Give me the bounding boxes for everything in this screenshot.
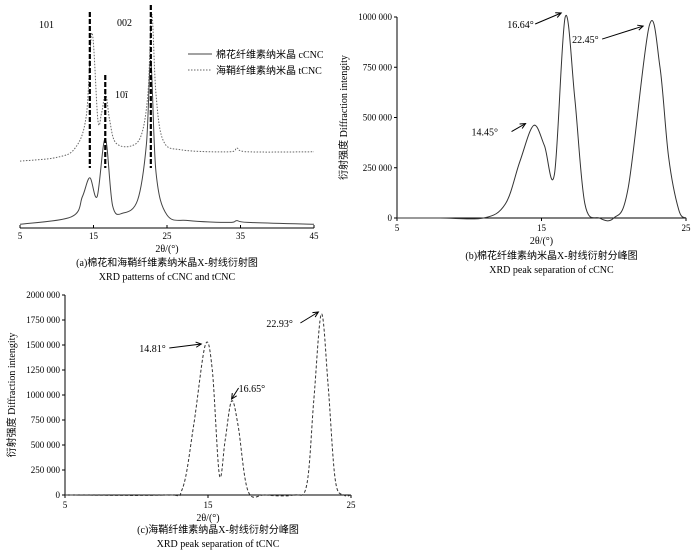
c-y-tick-label: 2000 000	[26, 290, 60, 300]
a-series-line-0	[19, 60, 315, 225]
b-peak-label: 14.45°	[472, 128, 499, 139]
c-y-tick-label: 1250 000	[26, 365, 60, 375]
a-x-tick-label: 5	[18, 231, 23, 241]
a-peak-label: 002	[117, 18, 132, 29]
c-peak-arrowhead	[312, 311, 320, 318]
c-peak-label: 14.81°	[139, 344, 166, 355]
c-peak-arrow	[169, 343, 202, 349]
a-series-line-1	[19, 13, 315, 162]
c-x-axis-label: 2θ/(°)	[196, 513, 219, 524]
b-peak-label: 22.45°	[572, 35, 599, 46]
a-legend-label: 棉花纤维素纳米晶 cCNC	[216, 48, 324, 61]
a-peak-label: 101	[39, 20, 54, 31]
c-x-tick-label: 5	[63, 500, 68, 510]
b-y-tick-label: 250 000	[363, 163, 393, 173]
c-y-tick-label: 250 000	[31, 465, 61, 475]
c-peak-arrow	[231, 387, 240, 400]
a-legend-label: 海鞘纤维素纳米晶 tCNC	[216, 64, 322, 77]
b-peak-arrow	[511, 123, 526, 132]
b-caption: (b)棉花纤维素纳米晶X-射线衍射分峰图	[465, 249, 637, 262]
c-peak-label: 22.93°	[266, 319, 293, 330]
c-peak-arrowhead	[230, 392, 237, 400]
b-y-tick-label: 750 000	[363, 62, 393, 72]
c-y-tick-label: 0	[56, 490, 61, 500]
a-peak-label: 10ī	[115, 90, 128, 101]
b-x-tick-label: 15	[537, 223, 547, 233]
b-peak-arrowhead	[637, 24, 645, 31]
c-x-tick-label: 15	[204, 500, 214, 510]
a-x-tick-label: 35	[236, 231, 246, 241]
b-y-axis-label: 衍射强度 Diffraction intengity	[337, 55, 350, 180]
a-caption-en: XRD patterns of cCNC and tCNC	[99, 272, 236, 283]
c-y-tick-label: 750 000	[31, 415, 61, 425]
b-peak-arrow	[535, 12, 562, 25]
c-y-tick-label: 1000 000	[26, 390, 60, 400]
b-peak-arrowhead	[555, 12, 563, 18]
b-x-axis-label: 2θ/(°)	[530, 236, 553, 247]
c-y-tick-label: 1750 000	[26, 315, 60, 325]
b-peak-label: 16.64°	[507, 20, 534, 31]
c-peak-label: 16.65°	[239, 384, 266, 395]
b-peak-arrow	[602, 25, 644, 40]
b-caption-en: XRD peak separation of cCNC	[489, 265, 614, 276]
b-y-tick-label: 0	[388, 213, 393, 223]
a-x-tick-label: 15	[89, 231, 99, 241]
c-x-tick-label: 25	[347, 500, 357, 510]
a-x-tick-label: 25	[163, 231, 173, 241]
a-caption: (a)棉花和海鞘纤维素纳米晶X-射线衍射图	[76, 256, 258, 269]
b-y-tick-label: 500 000	[363, 113, 393, 123]
c-y-tick-label: 1500 000	[26, 340, 60, 350]
b-y-tick-label: 1000 000	[358, 12, 392, 22]
c-caption: (c)海鞘纤维素纳晶X-射线衍射分峰图	[137, 523, 299, 536]
c-y-axis-label: 衍射强度 Diffraction intengity	[5, 333, 18, 458]
b-peak-arrowhead	[519, 122, 527, 129]
c-peak-arrow	[300, 311, 319, 324]
c-y-tick-label: 500 000	[31, 440, 61, 450]
a-x-axis-label: 2θ/(°)	[155, 244, 178, 255]
c-peak-arrowhead	[195, 341, 203, 348]
c-caption-en: XRD peak separation of tCNC	[157, 539, 280, 550]
b-series-line	[397, 14, 687, 222]
b-x-tick-label: 5	[395, 223, 400, 233]
b-x-tick-label: 25	[682, 223, 692, 233]
c-series-line	[64, 313, 352, 498]
a-x-tick-label: 45	[310, 231, 320, 241]
